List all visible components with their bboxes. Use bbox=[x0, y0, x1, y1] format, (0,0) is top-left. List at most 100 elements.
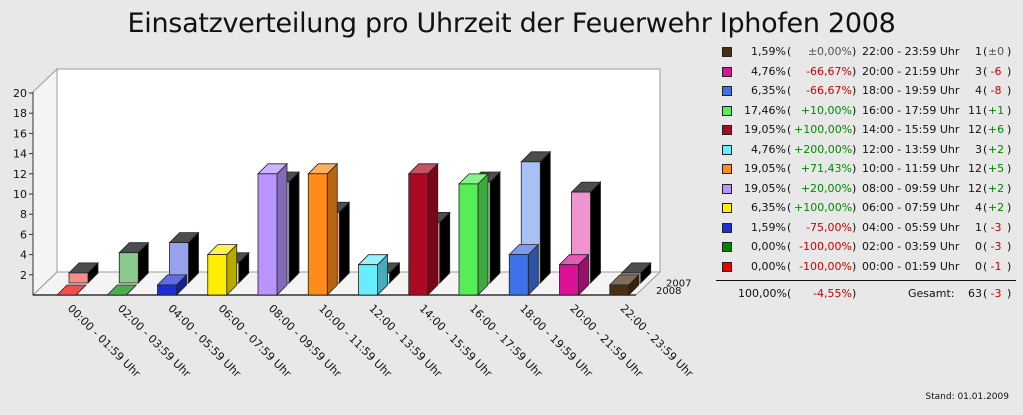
y-tick-label: 12 bbox=[13, 168, 27, 181]
legend-paren: ( bbox=[983, 123, 988, 136]
bar-2008 bbox=[508, 243, 540, 296]
legend-paren: ( bbox=[983, 259, 988, 273]
bar-2008 bbox=[206, 243, 238, 296]
legend-range: 10:00 - 11:59 Uhr bbox=[862, 162, 960, 175]
legend-diff: -6 bbox=[990, 64, 1002, 78]
bar-2008 bbox=[307, 162, 339, 296]
legend-paren: ( bbox=[983, 201, 988, 214]
bar-2007-side bbox=[539, 150, 551, 284]
bar-2007 bbox=[68, 261, 99, 284]
bar-2008-front bbox=[458, 183, 479, 296]
legend-paren: ) bbox=[1007, 142, 1012, 156]
chart-back-wall bbox=[56, 68, 661, 273]
bar-2008-top bbox=[106, 284, 138, 296]
legend-diff: +1 bbox=[987, 103, 1005, 117]
bar-2008-front bbox=[257, 173, 278, 296]
legend-paren: ( bbox=[787, 64, 792, 78]
legend-count: 1 bbox=[975, 45, 982, 58]
legend-range: 12:00 - 13:59 Uhr bbox=[862, 142, 960, 156]
bar-2008-top bbox=[56, 284, 87, 296]
legend-change: +100,00% bbox=[794, 123, 853, 136]
legend-change: +200,00% bbox=[794, 142, 853, 156]
bar-2007-side bbox=[489, 171, 501, 284]
legend-separator bbox=[716, 280, 1016, 281]
legend-percent: 1,59% bbox=[751, 45, 786, 58]
legend: 1,59%(±0,00%) 22:00 - 23:59 Uhr 1(±0) 4,76%… bbox=[716, 42, 1016, 304]
legend-swatch bbox=[722, 125, 732, 135]
y-tick-label: 18 bbox=[13, 107, 27, 120]
y-tick-label: 20 bbox=[13, 87, 27, 100]
bar-2007-side bbox=[338, 201, 350, 284]
legend-paren: ) bbox=[1007, 103, 1012, 117]
bar-2008-side bbox=[477, 172, 489, 296]
legend-paren: ) bbox=[852, 123, 857, 136]
legend-range: 08:00 - 09:59 Uhr bbox=[862, 181, 960, 195]
total-diff: -3 bbox=[990, 287, 1002, 300]
legend-paren: ) bbox=[1007, 201, 1012, 214]
legend-percent: 17,46% bbox=[744, 103, 786, 117]
legend-row: 1,59%(-75,00%) 04:00 - 05:59 Uhr 1(-3) bbox=[716, 218, 1016, 238]
legend-row: 0,00%(-100,00%) 02:00 - 03:59 Uhr 0(-3) bbox=[716, 237, 1016, 257]
legend-count: 0 bbox=[975, 240, 982, 253]
legend-paren: ( bbox=[983, 181, 988, 195]
legend-paren: ( bbox=[787, 45, 792, 58]
legend-change: -100,00% bbox=[799, 240, 852, 253]
legend-row: 6,35%(-66,67%) 18:00 - 19:59 Uhr 4(-8) bbox=[716, 81, 1016, 101]
legend-change: +20,00% bbox=[800, 181, 852, 195]
legend-change: +10,00% bbox=[800, 103, 852, 117]
legend-paren: ) bbox=[852, 201, 857, 214]
legend-swatch bbox=[722, 47, 732, 57]
bar-2008-side bbox=[427, 162, 439, 296]
bar-2008 bbox=[608, 273, 640, 296]
legend-count: 4 bbox=[975, 201, 982, 214]
legend-row: 19,05%(+100,00%) 14:00 - 15:59 Uhr 12(+6) bbox=[716, 120, 1016, 140]
legend-swatch bbox=[722, 222, 732, 233]
legend-paren: ( bbox=[787, 201, 792, 214]
chart-title: Einsatzverteilung pro Uhrzeit der Feuerw… bbox=[127, 8, 896, 39]
legend-paren: ( bbox=[983, 45, 988, 58]
legend-percent: 6,35% bbox=[751, 84, 786, 97]
legend-swatch bbox=[722, 242, 732, 252]
legend-range: 14:00 - 15:59 Uhr bbox=[862, 123, 960, 136]
legend-paren: ) bbox=[852, 103, 857, 117]
bar-2008 bbox=[106, 284, 138, 296]
legend-swatch bbox=[722, 164, 732, 174]
legend-range: 06:00 - 07:59 Uhr bbox=[862, 201, 960, 214]
legend-paren: ( bbox=[787, 259, 792, 273]
legend-range: 20:00 - 21:59 Uhr bbox=[862, 64, 960, 78]
legend-range: 18:00 - 19:59 Uhr bbox=[862, 84, 960, 97]
bar-2008-front bbox=[157, 284, 177, 296]
bar-2007 bbox=[118, 241, 150, 284]
legend-change: -66,67% bbox=[806, 64, 852, 78]
bar-2007-side bbox=[288, 171, 300, 284]
bar-2008-front bbox=[207, 254, 228, 296]
bar-2008 bbox=[407, 162, 439, 296]
y-tick-label: 2 bbox=[20, 269, 27, 282]
legend-percent: 4,76% bbox=[751, 64, 786, 78]
series-label-back: 2007 bbox=[666, 279, 691, 290]
bar-2008-side bbox=[276, 162, 288, 296]
bar-2008 bbox=[156, 273, 188, 296]
legend-count: 4 bbox=[975, 84, 982, 97]
legend-swatch bbox=[722, 144, 732, 155]
legend-diff: -8 bbox=[990, 84, 1002, 97]
legend-row: 0,00%(-100,00%) 00:00 - 01:59 Uhr 0(-1) bbox=[716, 257, 1016, 277]
legend-row: 1,59%(±0,00%) 22:00 - 23:59 Uhr 1(±0) bbox=[716, 42, 1016, 62]
legend-paren: ( bbox=[983, 84, 988, 97]
legend-range: 02:00 - 03:59 Uhr bbox=[862, 240, 960, 253]
total-change: -4,55% bbox=[813, 287, 852, 300]
bar-2008-front bbox=[307, 173, 328, 296]
legend-paren: ) bbox=[852, 240, 857, 253]
bar-2008 bbox=[56, 284, 87, 296]
legend-paren: ) bbox=[1007, 45, 1012, 58]
legend-paren: ( bbox=[983, 142, 988, 156]
legend-paren: ) bbox=[852, 162, 857, 175]
legend-diff: -3 bbox=[990, 240, 1002, 253]
y-tick-label: 8 bbox=[20, 208, 27, 221]
legend-paren: ( bbox=[983, 64, 988, 78]
legend-paren: ) bbox=[1007, 84, 1012, 97]
legend-swatch bbox=[722, 261, 732, 272]
legend-diff: +5 bbox=[987, 162, 1005, 175]
legend-rows: 1,59%(±0,00%) 22:00 - 23:59 Uhr 1(±0) 4,76%… bbox=[716, 42, 1016, 276]
legend-paren: ( bbox=[983, 220, 988, 234]
